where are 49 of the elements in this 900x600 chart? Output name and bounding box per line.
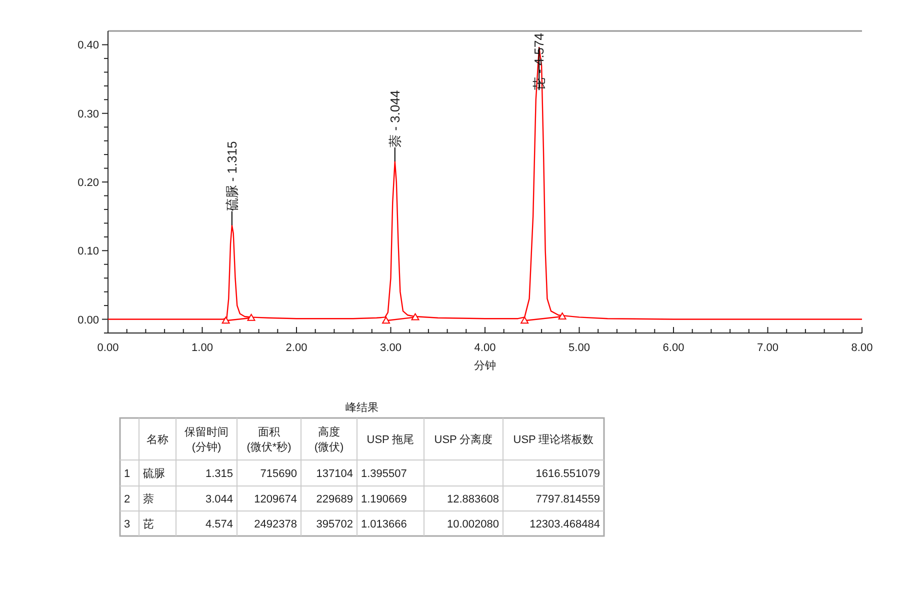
text: 2 [124, 494, 130, 506]
text: 137104 [316, 468, 353, 480]
text: 硫脲 [143, 468, 165, 480]
text: 1 [124, 468, 130, 480]
category-label: USP 分离度 [434, 433, 493, 446]
x-tick-label: 3.00 [380, 342, 402, 354]
y-tick-label: 0.20 [78, 177, 99, 189]
text: 1.395507 [361, 468, 407, 480]
annotation: 芘 - 4.574 [532, 33, 547, 90]
text: 3.044 [205, 494, 233, 506]
category-label: 面积 (微伏*秒) [246, 426, 292, 454]
text: 10.002080 [447, 518, 499, 530]
y-tick-label: 0.30 [78, 108, 99, 120]
category-label: 高度 (微伏) [314, 426, 344, 454]
y-tick-label: 0.40 [78, 40, 99, 52]
x-tick-label: 7.00 [757, 342, 778, 354]
text: 7797.814559 [536, 494, 600, 506]
text: 峰结果 [346, 401, 378, 414]
x-tick-label: 1.00 [192, 342, 213, 354]
text: 1.013666 [361, 518, 407, 530]
text: 12.883608 [447, 494, 499, 506]
text: 1.315 [205, 468, 233, 480]
x-tick-label: 2.00 [286, 342, 308, 354]
x-axis-title: 分钟 [474, 360, 496, 372]
category-label: USP 理论塔板数 [513, 433, 594, 446]
category-label: 保留时间 (分钟) [184, 426, 228, 454]
category-label: USP 拖尾 [366, 434, 414, 446]
x-tick-label: 4.00 [474, 342, 496, 354]
y-tick-label: 0.10 [78, 246, 99, 258]
text: 229689 [316, 494, 353, 506]
text: 395702 [316, 518, 353, 530]
y-tick-label: 0.00 [78, 314, 99, 326]
text: 4.574 [205, 518, 233, 530]
x-tick-label: 8.00 [851, 342, 873, 354]
text: 1209674 [254, 494, 297, 506]
text: 芘 [143, 518, 154, 530]
text: 3 [124, 518, 130, 530]
x-tick-label: 5.00 [568, 342, 590, 354]
text: 1616.551079 [536, 468, 600, 480]
text: 2492378 [254, 518, 297, 530]
x-tick-label: 6.00 [662, 342, 684, 354]
annotation: 硫脲 - 1.315 [224, 141, 240, 212]
annotation: 萘 - 3.044 [387, 90, 402, 148]
x-tick-label: 0.00 [97, 342, 119, 354]
text: 萘 [143, 494, 154, 506]
text: 12303.468484 [530, 518, 600, 530]
text: 715690 [260, 468, 297, 480]
text: 1.190669 [361, 494, 407, 506]
category-label: 名称 [146, 434, 168, 446]
